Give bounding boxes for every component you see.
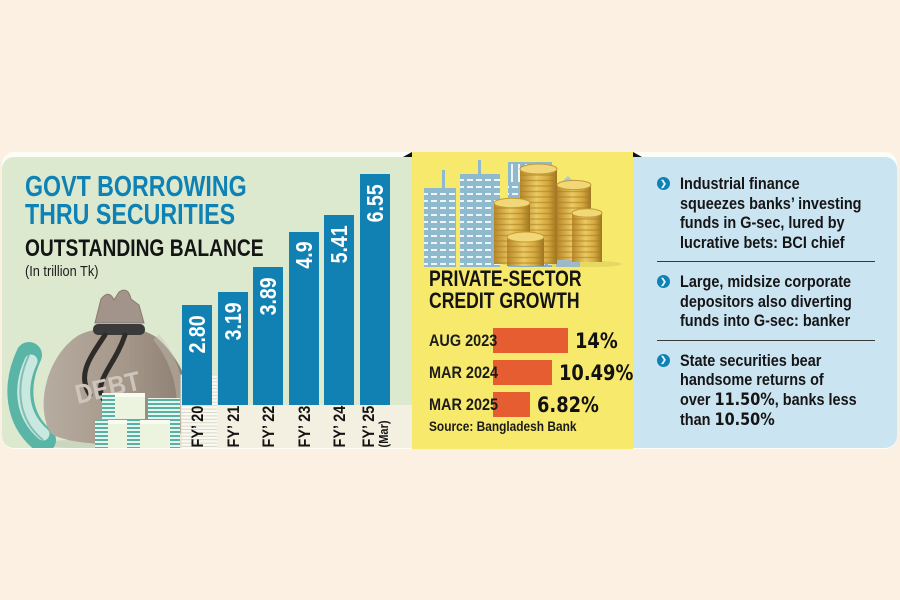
credit-row-value: 6.82% bbox=[537, 392, 599, 417]
divider bbox=[657, 339, 875, 341]
x-label-fy20: FY’ 20 bbox=[187, 405, 207, 448]
private-credit-panel: PRIVATE-SECTOR CREDIT GROWTH AUG 2023 14… bbox=[412, 152, 633, 449]
left-panel-unit-note: (In trillion Tk) bbox=[25, 263, 99, 280]
bar-fy24: 5.41 bbox=[324, 215, 354, 405]
bar-value-fy21: 3.19 bbox=[219, 302, 246, 341]
govt-borrowing-panel: GOVT BORROWING THRU SECURITIES OUTSTANDI… bbox=[2, 157, 412, 448]
x-label-fy24: FY’ 24 bbox=[329, 405, 349, 448]
middle-title-line2: CREDIT GROWTH bbox=[429, 288, 580, 313]
highlights-panel: Industrial finance squeezes banks’ inves… bbox=[633, 157, 897, 448]
x-label-fy23: FY’ 23 bbox=[294, 405, 314, 448]
source-note: Source: Bangladesh Bank bbox=[429, 418, 577, 434]
bullet-chevron-icon bbox=[657, 275, 670, 288]
bar-fy25: 6.55 bbox=[360, 174, 390, 405]
credit-growth-chart: AUG 2023 14% MAR 2024 10.49% MAR 2025 6.… bbox=[429, 328, 633, 424]
credit-row-aug-2023: AUG 2023 14% bbox=[429, 328, 627, 353]
left-panel-subtitle: OUTSTANDING BALANCE bbox=[25, 235, 264, 262]
bar-value-fy25: 6.55 bbox=[361, 184, 388, 223]
coin-stacks-icon bbox=[493, 163, 622, 267]
bar-fy23: 4.9 bbox=[289, 232, 319, 405]
credit-row-mar-2025: MAR 2025 6.82% bbox=[429, 392, 627, 417]
credit-row-mar-2024: MAR 2024 10.49% bbox=[429, 360, 633, 385]
bullet-chevron-icon bbox=[657, 177, 670, 190]
bullet-text-3: State securities bear handsome returns o… bbox=[680, 350, 857, 430]
x-label-fy22: FY’ 22 bbox=[258, 405, 278, 448]
buildings-coins-illustration bbox=[424, 160, 622, 267]
bullet-item-3: State securities bear handsome returns o… bbox=[657, 351, 883, 431]
bullet-item-1: Industrial finance squeezes banks’ inves… bbox=[657, 174, 883, 252]
fold-triangle-right-icon bbox=[633, 152, 642, 157]
money-bag-illustration: DEBT bbox=[7, 289, 217, 448]
middle-panel-title: PRIVATE-SECTOR CREDIT GROWTH bbox=[429, 268, 582, 312]
bar-value-fy22: 3.89 bbox=[254, 277, 281, 316]
bullet-text-1: Industrial finance squeezes banks’ inves… bbox=[680, 174, 862, 252]
divider bbox=[657, 261, 875, 262]
credit-row-label: MAR 2025 bbox=[429, 394, 499, 414]
credit-row-value: 10.49% bbox=[559, 360, 633, 385]
rate-10-50: 10.50% bbox=[714, 410, 775, 430]
x-label-fy21: FY’ 21 bbox=[223, 405, 243, 448]
left-title-line2: THRU SECURITIES bbox=[25, 199, 236, 231]
bar-value-fy24: 5.41 bbox=[325, 225, 352, 264]
credit-row-value: 14% bbox=[575, 328, 618, 353]
bullet-item-2: Large, midsize corporate depositors also… bbox=[657, 272, 883, 331]
bar-value-fy20: 2.80 bbox=[183, 315, 210, 354]
fold-triangle-left-icon bbox=[403, 152, 412, 157]
credit-row-label: MAR 2024 bbox=[429, 362, 499, 382]
banknote-icon bbox=[7, 342, 56, 448]
rate-11-50: 11.50% bbox=[714, 389, 775, 410]
credit-growth-bar bbox=[493, 360, 552, 385]
bullet-text-2: Large, midsize corporate depositors also… bbox=[680, 272, 852, 330]
bullet-chevron-icon bbox=[657, 353, 670, 367]
bar-value-fy23: 4.9 bbox=[290, 241, 317, 269]
credit-growth-bar bbox=[493, 328, 568, 353]
left-title-line1: GOVT BORROWING bbox=[25, 171, 247, 203]
bar-fy22: 3.89 bbox=[253, 267, 283, 405]
bullet-list: Industrial finance squeezes banks’ inves… bbox=[657, 174, 883, 431]
x-label-fy25: FY’ 25 (Mar) bbox=[359, 405, 391, 448]
middle-title-line1: PRIVATE-SECTOR bbox=[429, 266, 582, 291]
bar-fy21: 3.19 bbox=[218, 292, 248, 405]
bar-fy20: 2.80 bbox=[182, 305, 212, 405]
left-panel-title: GOVT BORROWING THRU SECURITIES bbox=[25, 171, 247, 231]
credit-row-label: AUG 2023 bbox=[429, 330, 498, 350]
credit-growth-bar bbox=[493, 392, 530, 417]
